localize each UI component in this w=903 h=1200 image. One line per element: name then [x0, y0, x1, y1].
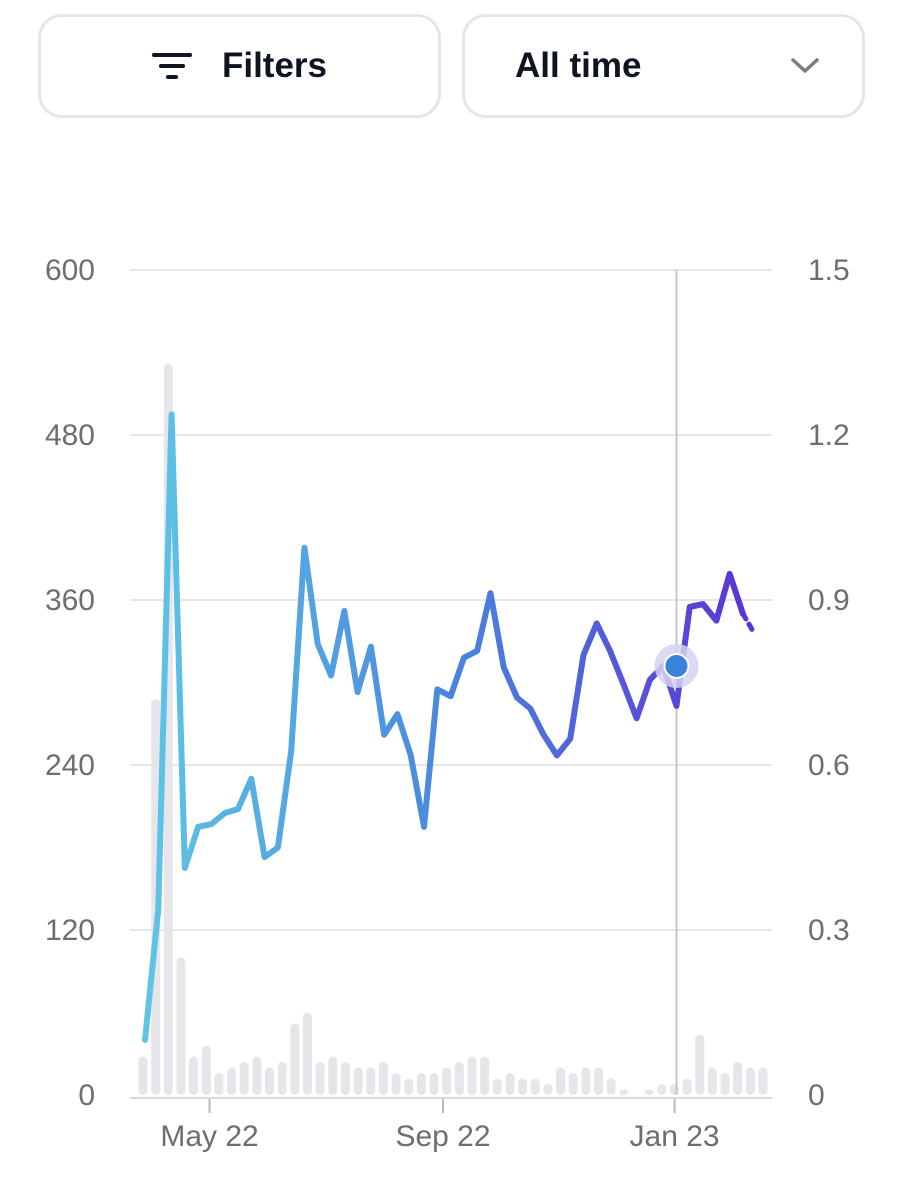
volume-bar: [720, 1073, 730, 1095]
volume-bar: [695, 1034, 705, 1095]
filter-lines-icon: [151, 53, 192, 79]
volume-bar: [594, 1067, 604, 1095]
volume-bar: [214, 1073, 224, 1095]
volume-bar: [378, 1062, 388, 1095]
volume-bar: [416, 1073, 426, 1095]
x-axis-tick: Sep 22: [395, 1120, 490, 1153]
volume-bar: [669, 1084, 679, 1095]
volume-bar: [189, 1056, 199, 1095]
volume-bar: [492, 1078, 502, 1095]
x-axis-tick: May 22: [160, 1120, 258, 1153]
volume-bar: [265, 1067, 275, 1095]
volume-bar: [518, 1078, 528, 1095]
left-axis-tick: 0: [78, 1079, 95, 1112]
right-axis-tick: 1.5: [808, 254, 850, 287]
volume-bar: [606, 1078, 616, 1095]
volume-bar: [530, 1078, 540, 1095]
volume-bar: [429, 1073, 439, 1095]
right-axis-tick: 1.2: [808, 419, 850, 452]
volume-bar: [454, 1062, 464, 1095]
volume-bar: [505, 1073, 515, 1095]
volume-bar: [568, 1073, 578, 1095]
time-range-label: All time: [515, 46, 642, 85]
right-axis-tick: 0.9: [808, 584, 850, 617]
volume-bar: [707, 1067, 717, 1095]
left-axis-tick: 240: [45, 749, 95, 782]
volume-bar: [644, 1089, 654, 1095]
left-axis-tick: 120: [45, 914, 95, 947]
volume-bar: [366, 1067, 376, 1095]
volume-bar: [758, 1067, 768, 1095]
right-axis-tick: 0: [808, 1079, 825, 1112]
series-line: [142, 411, 746, 1043]
volume-bar: [290, 1023, 300, 1095]
volume-bar: [239, 1062, 249, 1095]
left-axis-tick: 360: [45, 584, 95, 617]
volume-bar: [328, 1056, 338, 1095]
left-axis-tick: 600: [45, 254, 95, 287]
hover-marker: [663, 653, 690, 679]
volume-bar: [176, 957, 186, 1095]
volume-bar: [619, 1089, 629, 1095]
volume-bar: [302, 1012, 312, 1095]
volume-bar: [391, 1073, 401, 1095]
volume-bar: [227, 1067, 237, 1095]
volume-bar: [682, 1078, 692, 1095]
volume-bar: [745, 1067, 755, 1095]
volume-bar: [252, 1056, 262, 1095]
time-range-dropdown[interactable]: All time: [462, 14, 865, 118]
series-line-projection: [740, 611, 758, 637]
volume-bar: [733, 1062, 743, 1095]
filters-button[interactable]: Filters: [38, 14, 441, 118]
right-axis-tick: 0.6: [808, 749, 850, 782]
volume-bar: [480, 1056, 490, 1095]
volume-bar: [353, 1067, 363, 1095]
volume-bar: [543, 1084, 553, 1095]
volume-bar: [340, 1062, 350, 1095]
volume-bar: [657, 1084, 667, 1095]
volume-bar: [315, 1062, 325, 1095]
right-axis-tick: 0.3: [808, 914, 850, 947]
chevron-down-icon: [791, 58, 819, 73]
volume-bar: [581, 1067, 591, 1095]
volume-bar: [442, 1067, 452, 1095]
volume-bar: [467, 1056, 477, 1095]
filters-label: Filters: [221, 46, 328, 85]
left-axis-tick: 480: [45, 419, 95, 452]
volume-bar: [404, 1078, 414, 1095]
volume-bar: [138, 1056, 148, 1095]
volume-bar: [277, 1062, 287, 1095]
volume-bar: [201, 1045, 211, 1095]
volume-bar: [556, 1067, 566, 1095]
x-axis-tick: Jan 23: [630, 1120, 720, 1153]
